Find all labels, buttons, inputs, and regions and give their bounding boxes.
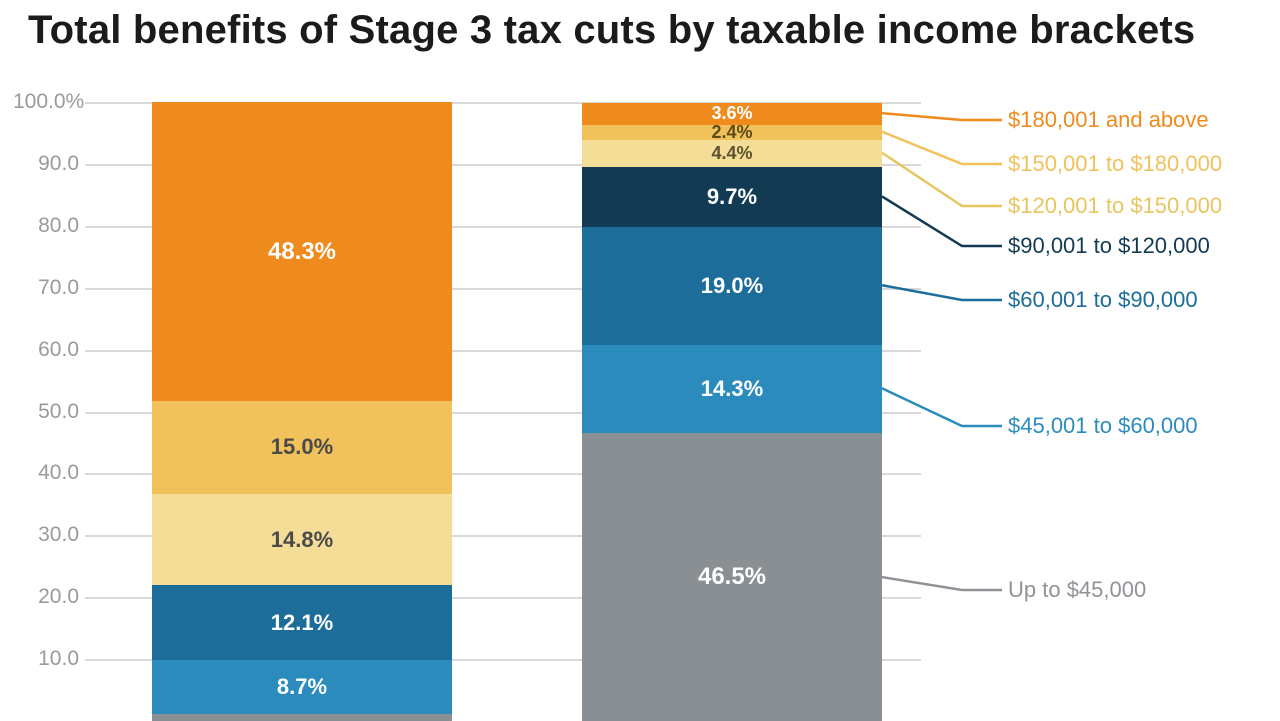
segment-label: 8.7% [277, 674, 327, 700]
legend-label-150to180k: $150,001 to $180,000 [1008, 151, 1222, 177]
y-axis-tick-label: 100.0% [13, 90, 79, 114]
segment-45to60k: 14.3% [582, 345, 882, 434]
y-axis-tick-label: 10.0 [13, 647, 79, 671]
segment-90to120k: 14.8% [152, 494, 452, 586]
legend-label-90to120k: $90,001 to $120,000 [1008, 233, 1210, 259]
segment-90to120k: 9.7% [582, 167, 882, 227]
segment-label: 19.0% [701, 273, 763, 299]
y-axis-tick-label: 40.0 [13, 461, 79, 485]
y-axis-tick-label: 20.0 [13, 585, 79, 609]
y-axis-tick-label: 60.0 [13, 338, 79, 362]
legend-label-120to150k: $120,001 to $150,000 [1008, 193, 1222, 219]
segment-180plus: 3.6% [582, 103, 882, 125]
legend-label-45to60k: $45,001 to $60,000 [1008, 413, 1198, 439]
chart-title: Total benefits of Stage 3 tax cuts by ta… [28, 8, 1195, 53]
bar-right: 46.5% 14.3% 19.0% 9.7% 4.4%2.4%3.6% [582, 102, 882, 721]
plot-area: 100.0%90.080.070.060.050.040.030.020.010… [85, 102, 921, 721]
y-axis-tick-label: 70.0 [13, 276, 79, 300]
segment-label: 4.4% [711, 143, 752, 164]
segment-label: 14.8% [271, 527, 333, 553]
segment-label: 14.3% [701, 376, 763, 402]
segment-60to90k: 19.0% [582, 227, 882, 345]
segment-150to180k: 2.4% [582, 125, 882, 140]
segment-label: 48.3% [268, 238, 336, 266]
y-axis-tick-label: 30.0 [13, 523, 79, 547]
bar-left: 8.7% 12.1% 14.8% 15.0% 48.3% [152, 102, 452, 721]
segment-upto45k: 46.5% [582, 433, 882, 721]
segment-120to150k: 4.4% [582, 140, 882, 167]
segment-label: 15.0% [271, 434, 333, 460]
legend-label-upto45k: Up to $45,000 [1008, 577, 1146, 603]
segment-150to180k: 48.3% [152, 102, 452, 401]
segment-label: 12.1% [271, 610, 333, 636]
y-axis-tick-label: 50.0 [13, 400, 79, 424]
segment-45to60k: 8.7% [152, 660, 452, 714]
y-axis-tick-label: 90.0 [13, 152, 79, 176]
segment-label: 2.4% [711, 122, 752, 143]
page: Total benefits of Stage 3 tax cuts by ta… [0, 0, 1280, 721]
segment-label: 9.7% [707, 184, 757, 210]
segment-label: 46.5% [698, 563, 766, 591]
segment-upto45k [152, 714, 452, 721]
segment-label: 3.6% [711, 103, 752, 124]
segment-120to150k: 15.0% [152, 401, 452, 494]
legend-label-180plus: $180,001 and above [1008, 107, 1209, 133]
legend-label-60to90k: $60,001 to $90,000 [1008, 287, 1198, 313]
segment-60to90k: 12.1% [152, 585, 452, 660]
y-axis-tick-label: 80.0 [13, 214, 79, 238]
